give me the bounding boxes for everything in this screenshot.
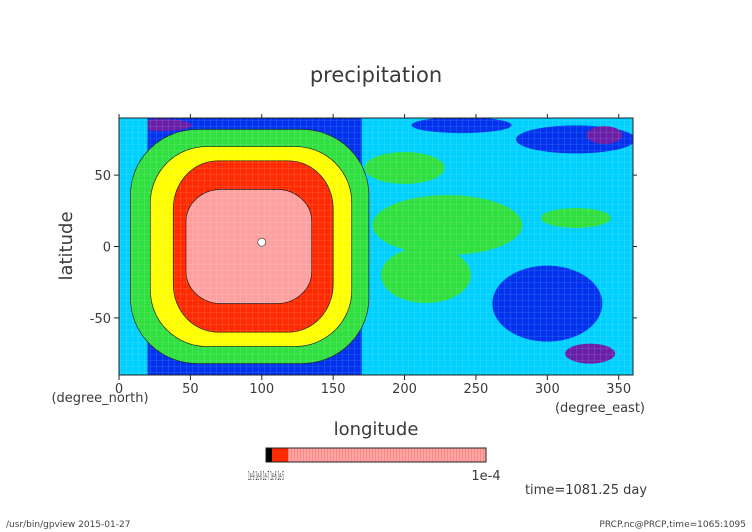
colorbar-left-labels: 1e-9 1e-8 1e-7 1e-6 1e-5 bbox=[248, 469, 284, 483]
time-label: time=1081.25 day bbox=[525, 483, 647, 498]
x-tick-label: 50 bbox=[182, 382, 199, 397]
y-unit-label: (degree_north) bbox=[51, 391, 148, 406]
chart-title: precipitation bbox=[310, 63, 442, 87]
x-tick-label: 100 bbox=[249, 382, 274, 397]
footer-left: /usr/bin/gpview 2015-01-27 bbox=[6, 520, 130, 530]
colorbar-high-segment bbox=[272, 448, 288, 462]
y-tick-label: 0 bbox=[103, 241, 111, 256]
x-tick-label: 250 bbox=[464, 382, 489, 397]
colorbar-frame bbox=[265, 447, 487, 463]
colorbar-right-label: 1e-4 bbox=[471, 469, 500, 484]
x-tick-label: 300 bbox=[535, 382, 560, 397]
x-axis: 0 50 100 150 200 250 300 350 bbox=[115, 114, 631, 397]
x-axis-label: longitude bbox=[334, 419, 419, 440]
y-axis-label: latitude bbox=[56, 211, 77, 280]
colorbar-highest-segment bbox=[288, 448, 486, 462]
plot-area bbox=[119, 118, 633, 375]
grid-overlay bbox=[119, 118, 633, 375]
y-tick-label: 50 bbox=[94, 169, 111, 184]
x-tick-label: 350 bbox=[606, 382, 631, 397]
y-axis: -50 0 50 bbox=[90, 169, 637, 327]
x-tick-label: 200 bbox=[392, 382, 417, 397]
x-tick-label: 150 bbox=[321, 382, 346, 397]
footer-right: PRCP.nc@PRCP,time=1065:1095 bbox=[599, 520, 746, 530]
x-tick-label: 0 bbox=[115, 382, 123, 397]
x-unit-label: (degree_east) bbox=[555, 401, 645, 416]
y-tick-label: -50 bbox=[90, 312, 111, 327]
colorbar-low-segment bbox=[266, 448, 272, 462]
colorbar: 1e-9 1e-8 1e-7 1e-6 1e-5 1e-4 bbox=[248, 447, 501, 484]
